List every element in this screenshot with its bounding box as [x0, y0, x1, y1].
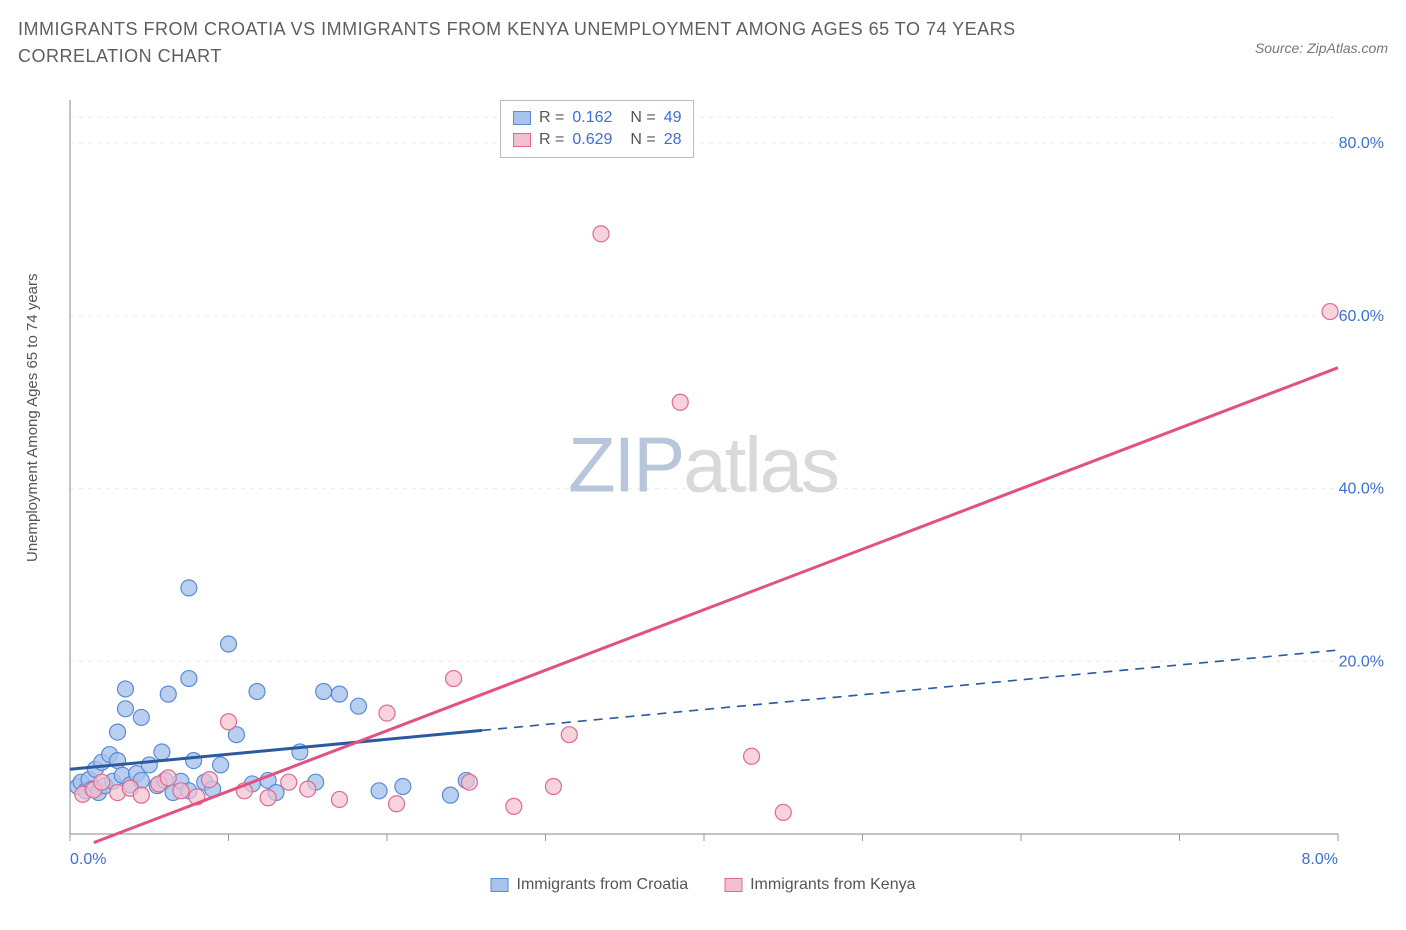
legend-r-value: 0.629	[572, 131, 622, 149]
legend-n-label: N =	[630, 109, 655, 127]
svg-text:80.0%: 80.0%	[1339, 135, 1384, 152]
series-legend-item: Immigrants from Croatia	[491, 876, 689, 894]
legend-r-label: R =	[539, 109, 564, 127]
legend-row: R = 0.162 N = 49	[513, 107, 681, 129]
chart-area: Unemployment Among Ages 65 to 74 years 0…	[18, 92, 1388, 902]
legend-n-label: N =	[630, 131, 655, 149]
series-name: Immigrants from Kenya	[750, 876, 915, 894]
svg-text:40.0%: 40.0%	[1339, 481, 1384, 498]
legend-swatch	[724, 878, 742, 892]
series-name: Immigrants from Croatia	[517, 876, 689, 894]
legend-r-label: R =	[539, 131, 564, 149]
legend-swatch	[513, 133, 531, 147]
series-legend: Immigrants from Croatia Immigrants from K…	[491, 876, 916, 894]
correlation-legend: R = 0.162 N = 49 R = 0.629 N = 28	[500, 100, 694, 158]
legend-swatch	[491, 878, 509, 892]
source-attribution: Source: ZipAtlas.com	[1255, 40, 1388, 56]
scatter-plot: 0.0% 8.0% 20.0% 40.0% 60.0% 80.0%	[18, 92, 1388, 900]
legend-n-value: 28	[664, 131, 682, 149]
legend-r-value: 0.162	[572, 109, 622, 127]
series-legend-item: Immigrants from Kenya	[724, 876, 915, 894]
svg-text:20.0%: 20.0%	[1339, 653, 1384, 670]
svg-text:8.0%: 8.0%	[1302, 851, 1338, 868]
y-axis-label: Unemployment Among Ages 65 to 74 years	[24, 273, 41, 562]
chart-title: IMMIGRANTS FROM CROATIA VS IMMIGRANTS FR…	[18, 16, 1138, 70]
legend-swatch	[513, 111, 531, 125]
svg-text:0.0%: 0.0%	[70, 851, 106, 868]
legend-n-value: 49	[664, 109, 682, 127]
header-row: IMMIGRANTS FROM CROATIA VS IMMIGRANTS FR…	[18, 16, 1388, 70]
legend-row: R = 0.629 N = 28	[513, 129, 681, 151]
svg-text:60.0%: 60.0%	[1339, 308, 1384, 325]
